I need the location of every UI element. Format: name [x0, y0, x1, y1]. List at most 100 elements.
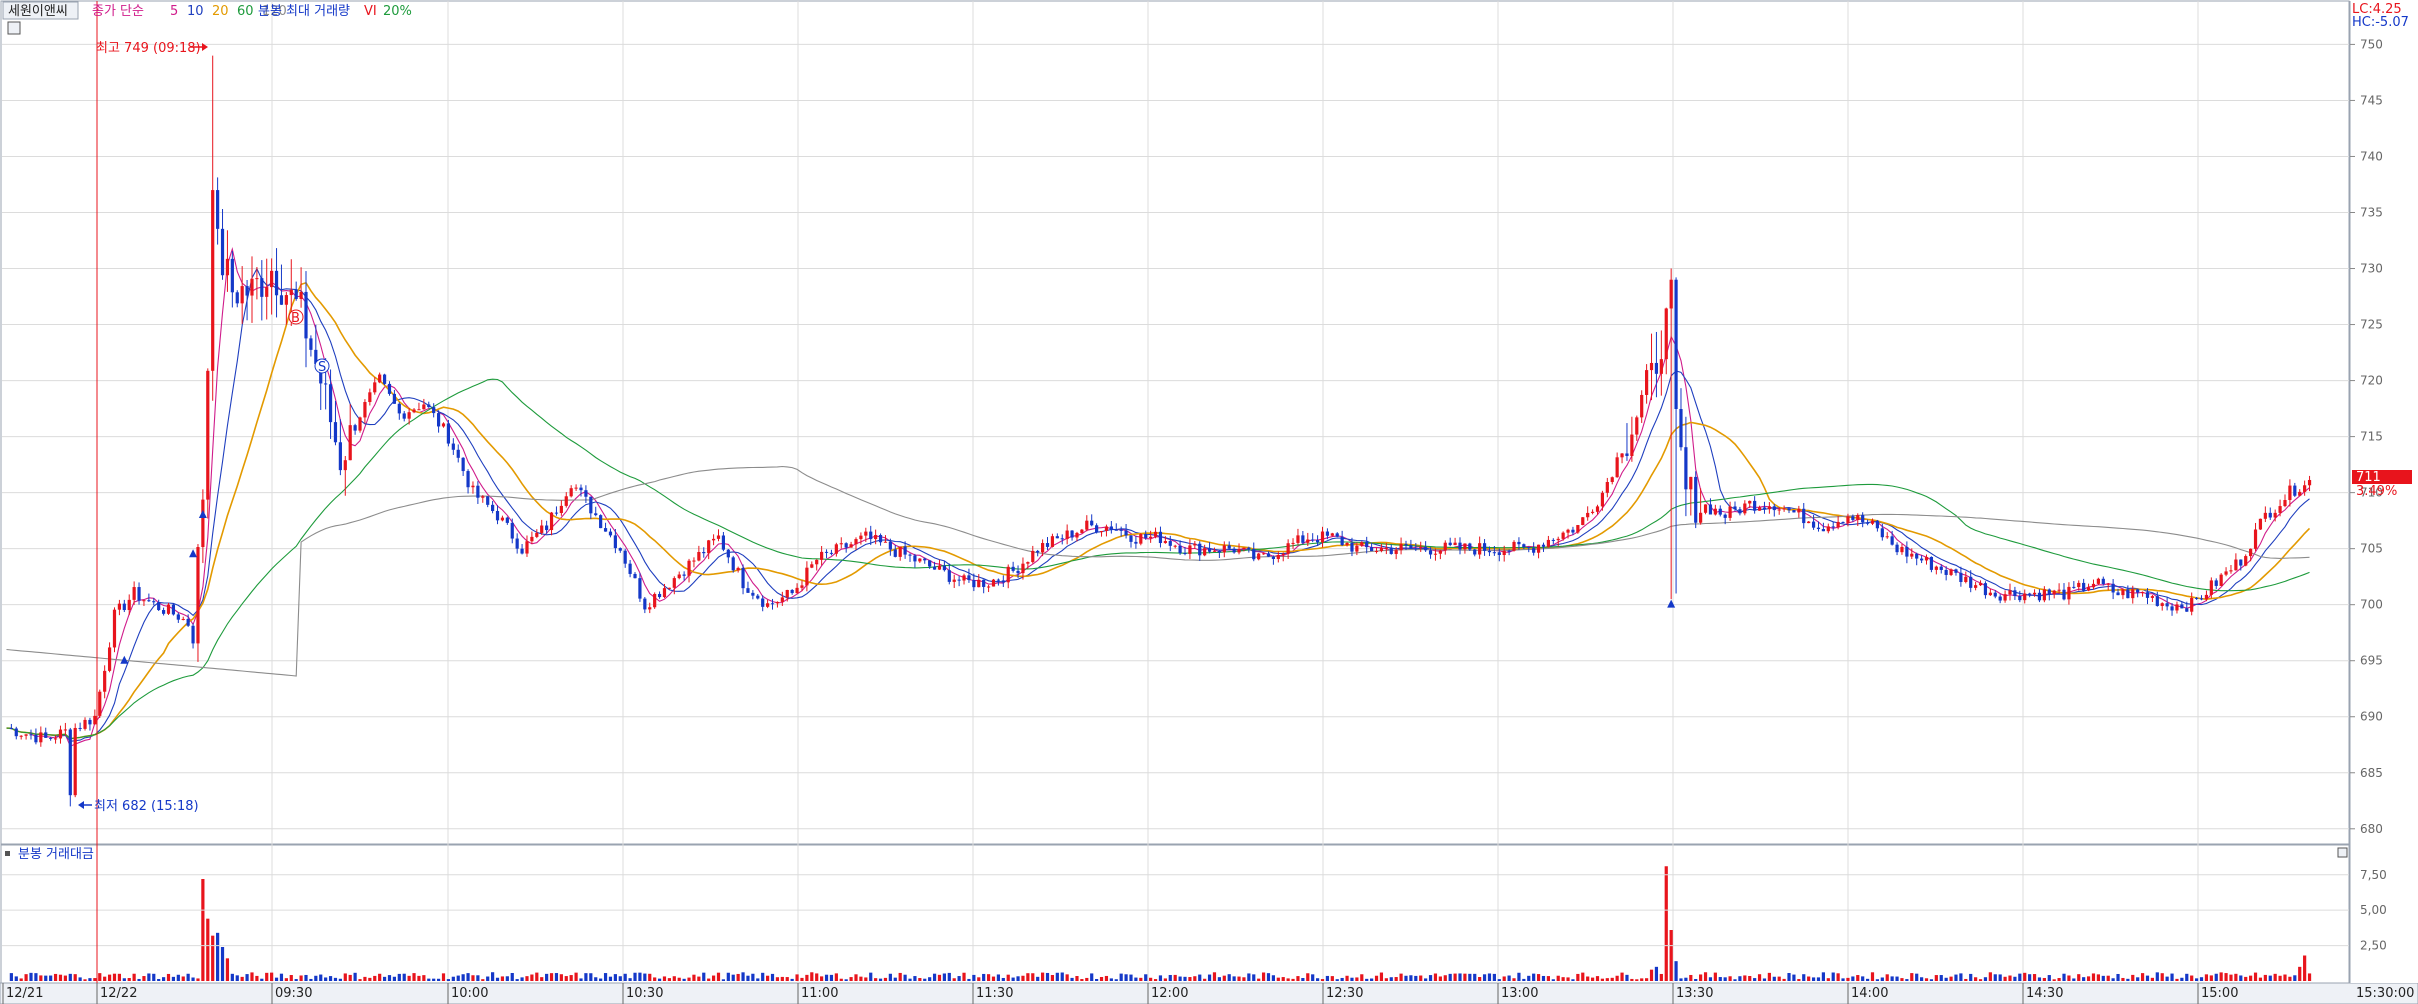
volume-bar	[78, 977, 82, 981]
candle-body	[898, 546, 902, 557]
volume-bar	[1232, 976, 1236, 981]
candle-body	[1536, 544, 1541, 553]
signal-star-icon	[1667, 599, 1676, 608]
stock-name-box[interactable]	[2, 1, 79, 20]
candle-body	[520, 548, 524, 554]
volume-bar	[1286, 978, 1290, 981]
candle-body	[1718, 508, 1722, 515]
candle-body	[2121, 589, 2125, 596]
candle-body	[2086, 587, 2091, 591]
candle-body	[1320, 531, 1325, 543]
candle-body	[1600, 492, 1605, 507]
candle-body	[869, 531, 873, 540]
candle-body	[1728, 506, 1732, 518]
candle-body	[1939, 566, 1943, 570]
volume-bar	[250, 972, 254, 981]
candle-body	[451, 443, 455, 450]
candle-body	[1212, 550, 1217, 552]
candle-body	[1365, 542, 1369, 548]
candle-body	[436, 413, 441, 427]
volume-bar	[343, 973, 347, 981]
candle-body	[957, 579, 961, 581]
candle-body	[687, 560, 691, 576]
volume-bar	[1551, 979, 1555, 981]
candle-body	[1541, 544, 1546, 547]
volume-bar	[761, 972, 765, 981]
volume-bar	[1831, 972, 1835, 981]
candle-body	[1915, 553, 1919, 559]
candle-body	[2062, 589, 2066, 600]
candle-body	[49, 737, 53, 739]
candle-body	[1836, 521, 1840, 528]
volume-bar	[304, 974, 308, 981]
volume-bar	[967, 978, 971, 981]
volume-bar	[1753, 978, 1757, 981]
volume-bar	[1988, 972, 1992, 981]
volume-bar	[2165, 976, 2169, 981]
volume-bar	[515, 979, 519, 981]
volume-bar	[63, 975, 67, 981]
candle-body	[1748, 500, 1752, 504]
candle-body	[540, 525, 544, 533]
candle-body	[726, 549, 730, 558]
volume-bar	[358, 979, 362, 981]
candle-body	[677, 574, 681, 579]
volume-bar	[721, 979, 726, 981]
candle-body	[491, 504, 495, 511]
time-axis-bar	[0, 982, 2418, 1004]
volume-bar	[402, 973, 406, 981]
volume-bar	[117, 973, 121, 981]
candle-body	[986, 586, 991, 588]
candle-body	[1851, 516, 1855, 520]
volume-bar	[1060, 972, 1064, 981]
volume-bar	[2126, 978, 2130, 981]
volume-bar	[869, 972, 873, 981]
candle-body	[1993, 592, 1997, 597]
time-tick-label: 12:30	[1326, 986, 1363, 1001]
candle-body	[697, 552, 701, 561]
candle-body	[1826, 526, 1830, 532]
candle-body	[358, 417, 362, 431]
candle-body	[1119, 529, 1123, 531]
candle-body	[1974, 585, 1978, 588]
volume-bar	[1944, 977, 1948, 981]
time-tick-label: 14:00	[1851, 986, 1888, 1001]
volume-panel-collapse-button[interactable]	[2337, 847, 2348, 858]
volume-bar	[2249, 975, 2253, 981]
volume-bar	[1517, 972, 1521, 981]
candle-body	[2190, 597, 2194, 612]
candle-body	[166, 604, 171, 614]
volume-bar	[417, 975, 421, 981]
candle-body	[2131, 589, 2135, 599]
candle-body	[471, 485, 475, 488]
volume-bar	[991, 976, 996, 981]
volume-bar	[633, 972, 637, 981]
volume-axis: 7,50 5,00 2,50	[2, 868, 2387, 953]
settings-icon[interactable]	[7, 21, 21, 35]
ma-legend: 5 10 20 60 120	[170, 4, 287, 19]
volume-bar	[1920, 977, 1924, 981]
volume-bar	[1384, 978, 1388, 981]
candle-body	[407, 412, 411, 419]
volume-bar	[29, 972, 33, 981]
volume-bar	[1993, 974, 1997, 981]
price-tick-label: 750	[2360, 37, 2383, 51]
candle-body	[2077, 582, 2081, 588]
candle-body	[1370, 547, 1374, 552]
volume-bar	[382, 976, 387, 981]
candle-body	[579, 487, 583, 491]
candle-body	[883, 541, 888, 543]
volume-bars	[9, 866, 2312, 981]
volume-bar	[2077, 974, 2081, 981]
volume-bar	[270, 972, 274, 981]
candle-body	[1610, 477, 1614, 483]
volume-bar	[751, 973, 755, 981]
volume-bar	[137, 978, 141, 981]
volume-bar	[1708, 977, 1713, 981]
volume-bar	[1880, 977, 1884, 981]
volume-bar	[201, 879, 205, 981]
candle-body	[839, 543, 843, 545]
candle-body	[746, 588, 750, 593]
candle-body	[1846, 516, 1850, 523]
